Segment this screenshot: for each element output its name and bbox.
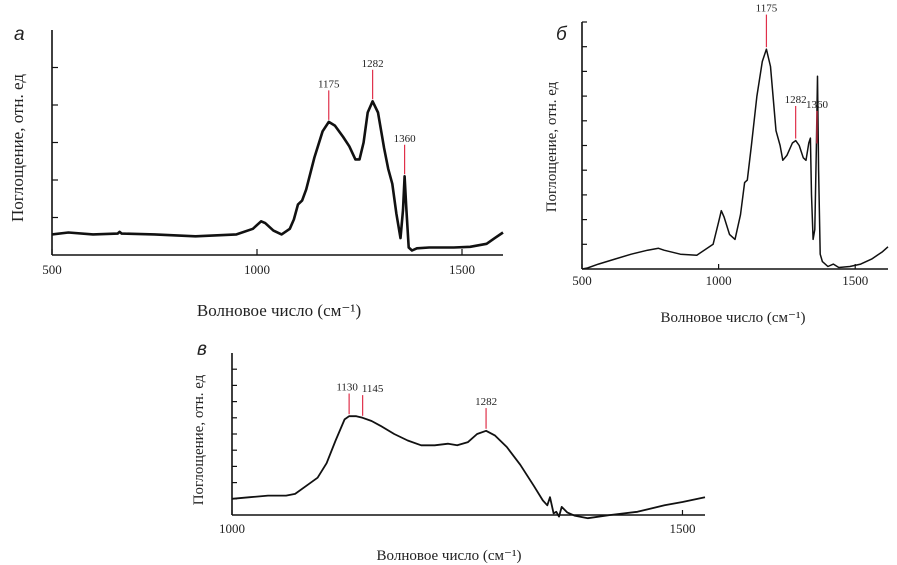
spectrum-line-c-0 [231,415,706,520]
peak-label-c-2: 1282 [475,396,497,408]
panel-letter-a: а [14,24,25,45]
peak-label-a-1: 1282 [362,58,384,70]
x-axis-title-c: Волновое число (см⁻¹) [377,548,522,564]
spectrum-line-b-0 [581,48,889,270]
panel-c: в Поглощение, отн. ед Волновое число (см… [191,339,706,564]
peak-label-c-0: 1130 [336,382,358,394]
x-tick-label-a-2: 1500 [449,262,475,277]
plot-area-a: 500 1000 1500 1175 1282 1360 [42,30,504,277]
peak-label-b-0: 1175 [756,3,778,15]
plot-area-c: 1000 1500 1130 1145 1282 [219,353,706,536]
x-tick-label-a-0: 500 [42,262,62,277]
panel-letter-b: б [556,24,568,45]
panel-b: б Поглощение, отн. ед Волновое число (см… [544,3,889,326]
x-axis-title-a: Волновое число (см⁻¹) [197,301,361,320]
peak-label-b-1: 1282 [785,94,807,106]
peak-label-b-2: 1360 [806,99,829,111]
peak-label-a-2: 1360 [394,133,417,145]
spectrum-line-a-0 [51,100,504,252]
x-axis-title-b: Волновое число (см⁻¹) [661,310,806,326]
y-axis-title-c: Поглощение, отн. ед [191,374,207,505]
x-tick-label-b-1: 1000 [706,273,732,288]
x-tick-label-c-1: 1500 [669,521,695,536]
peak-label-a-0: 1175 [318,78,340,90]
panel-a: а Поглощение, отн. ед Волновое число (см… [8,24,504,320]
x-tick-label-a-1: 1000 [244,262,270,277]
peak-label-c-1: 1145 [362,383,384,395]
y-axis-title-a: Поглощение, отн. ед [8,74,27,222]
y-axis-title-b: Поглощение, отн. ед [544,81,560,212]
plot-area-b: 500 1000 1500 1175 1282 1360 [572,3,889,288]
x-tick-label-c-0: 1000 [219,521,245,536]
x-tick-label-b-0: 500 [572,273,592,288]
panel-letter-c: в [197,339,207,360]
x-tick-label-b-2: 1500 [842,273,868,288]
